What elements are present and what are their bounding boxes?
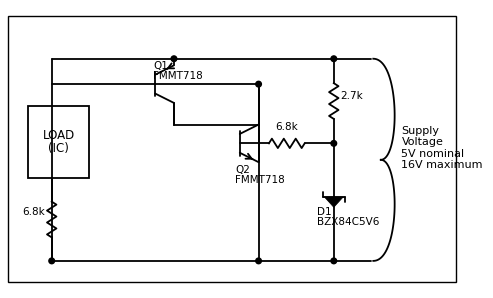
Text: D1: D1 [317, 207, 331, 217]
Circle shape [331, 258, 337, 264]
Text: 6.8k: 6.8k [22, 207, 45, 217]
Text: Voltage: Voltage [401, 137, 443, 148]
Circle shape [331, 141, 337, 146]
Text: LOAD: LOAD [42, 129, 75, 142]
Circle shape [49, 258, 55, 264]
Text: Q2: Q2 [235, 165, 250, 175]
Text: FMMT718: FMMT718 [153, 71, 203, 81]
Text: 6.8k: 6.8k [276, 122, 298, 132]
Text: BZX84C5V6: BZX84C5V6 [317, 217, 379, 227]
Text: Supply: Supply [401, 126, 439, 136]
Circle shape [171, 56, 177, 62]
FancyBboxPatch shape [28, 106, 89, 178]
Circle shape [331, 56, 337, 62]
Text: (IC): (IC) [48, 142, 69, 155]
Text: Q1: Q1 [153, 61, 168, 71]
Text: 2.7k: 2.7k [340, 91, 363, 101]
Circle shape [256, 81, 261, 87]
Text: FMMT718: FMMT718 [235, 175, 285, 185]
Text: 16V maximum: 16V maximum [401, 160, 483, 170]
Text: 5V nominal: 5V nominal [401, 149, 464, 159]
Polygon shape [324, 197, 343, 207]
Circle shape [256, 258, 261, 264]
